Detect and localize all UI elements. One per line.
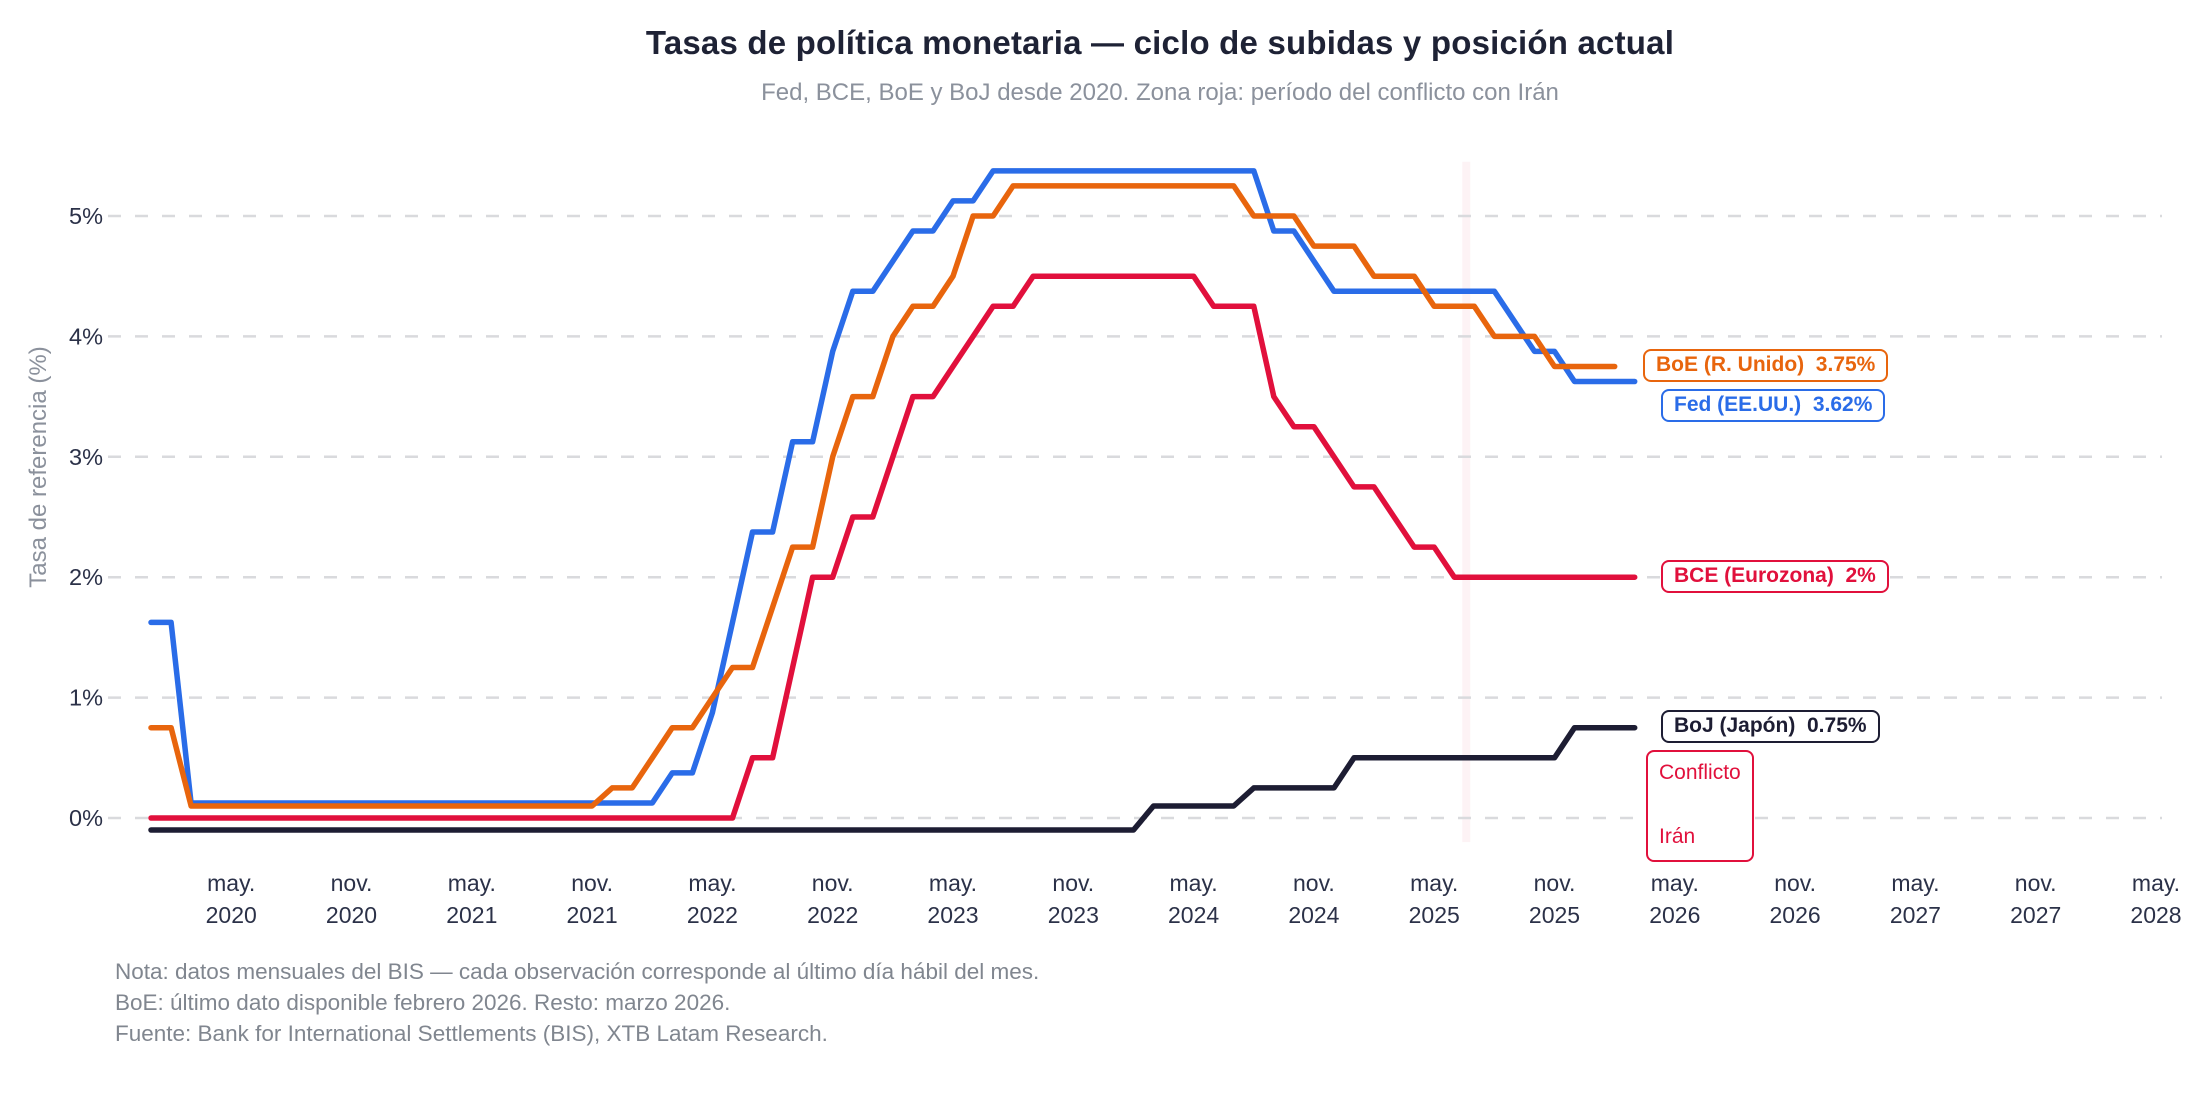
annotation-line-1: Conflicto xyxy=(1659,761,1741,784)
x-tick-month-label: nov. xyxy=(812,870,854,896)
x-tick-year-label: 2022 xyxy=(807,902,858,928)
x-tick-month-label: nov. xyxy=(331,870,373,896)
x-tick-month-label: may. xyxy=(448,870,496,896)
x-tick-month-label: may. xyxy=(1170,870,1218,896)
x-tick-year-label: 2024 xyxy=(1288,902,1339,928)
x-tick-month-label: may. xyxy=(207,870,255,896)
x-tick-month-label: may. xyxy=(929,870,977,896)
x-tick-year-label: 2026 xyxy=(1770,902,1821,928)
x-tick-year-label: 2027 xyxy=(1890,902,1941,928)
x-tick-year-label: 2024 xyxy=(1168,902,1219,928)
chart-subtitle: Fed, BCE, BoE y BoJ desde 2020. Zona roj… xyxy=(761,79,1559,106)
y-tick-label: 3% xyxy=(69,444,103,470)
series-line-fed xyxy=(148,168,1638,806)
x-tick-month-label: nov. xyxy=(1052,870,1094,896)
x-tick-year-label: 2020 xyxy=(326,902,377,928)
x-tick-year-label: 2026 xyxy=(1649,902,1700,928)
page-title: Tasas de política monetaria — ciclo de s… xyxy=(645,24,1675,61)
x-tick-month-label: may. xyxy=(1651,870,1699,896)
x-tick-year-label: 2028 xyxy=(2130,902,2181,928)
x-tick-year-label: 2022 xyxy=(687,902,738,928)
x-tick-year-label: 2027 xyxy=(2010,902,2061,928)
series-label-bce: BCE (Eurozona) 2% xyxy=(1661,560,1889,593)
x-tick-year-label: 2023 xyxy=(1048,902,1099,928)
footnote-line: Nota: datos mensuales del BIS — cada obs… xyxy=(115,959,1040,984)
x-tick-month-label: may. xyxy=(1410,870,1458,896)
y-tick-label: 2% xyxy=(69,564,103,590)
x-tick-year-label: 2021 xyxy=(567,902,618,928)
series-label-boe: BoE (R. Unido) 3.75% xyxy=(1643,349,1889,382)
x-tick-month-label: nov. xyxy=(2015,870,2057,896)
y-tick-label: 4% xyxy=(69,323,103,349)
x-tick-year-label: 2025 xyxy=(1409,902,1460,928)
series-line-boj xyxy=(148,724,1638,833)
x-tick-month-label: nov. xyxy=(1293,870,1335,896)
x-tick-year-label: 2020 xyxy=(206,902,257,928)
y-axis-title: Tasa de referencia (%) xyxy=(25,346,52,588)
x-tick-month-label: nov. xyxy=(1774,870,1816,896)
annotation-line-2: Irán xyxy=(1659,825,1696,848)
x-tick-month-label: nov. xyxy=(571,870,613,896)
series-line-bce xyxy=(148,273,1638,821)
footnotes: Nota: datos mensuales del BIS — cada obs… xyxy=(115,956,1039,1049)
series-line-boe xyxy=(148,183,1618,809)
x-tick-year-label: 2021 xyxy=(446,902,497,928)
x-tick-month-label: may. xyxy=(1891,870,1939,896)
footnote-line: Fuente: Bank for International Settlemen… xyxy=(115,1021,828,1046)
footnote-line: BoE: último dato disponible febrero 2026… xyxy=(115,990,731,1015)
x-tick-month-label: may. xyxy=(2132,870,2180,896)
y-tick-label: 1% xyxy=(69,685,103,711)
x-tick-year-label: 2023 xyxy=(927,902,978,928)
series-label-boj: BoJ (Japón) 0.75% xyxy=(1661,710,1880,743)
y-tick-label: 5% xyxy=(69,203,103,229)
series-label-fed: Fed (EE.UU.) 3.62% xyxy=(1661,389,1886,422)
x-tick-month-label: may. xyxy=(688,870,736,896)
x-tick-year-label: 2025 xyxy=(1529,902,1580,928)
y-tick-label: 0% xyxy=(69,805,103,831)
iran-conflict-annotation: Conflicto Irán xyxy=(1646,750,1754,862)
iran-conflict-band xyxy=(1462,161,1471,843)
x-tick-month-label: nov. xyxy=(1534,870,1576,896)
